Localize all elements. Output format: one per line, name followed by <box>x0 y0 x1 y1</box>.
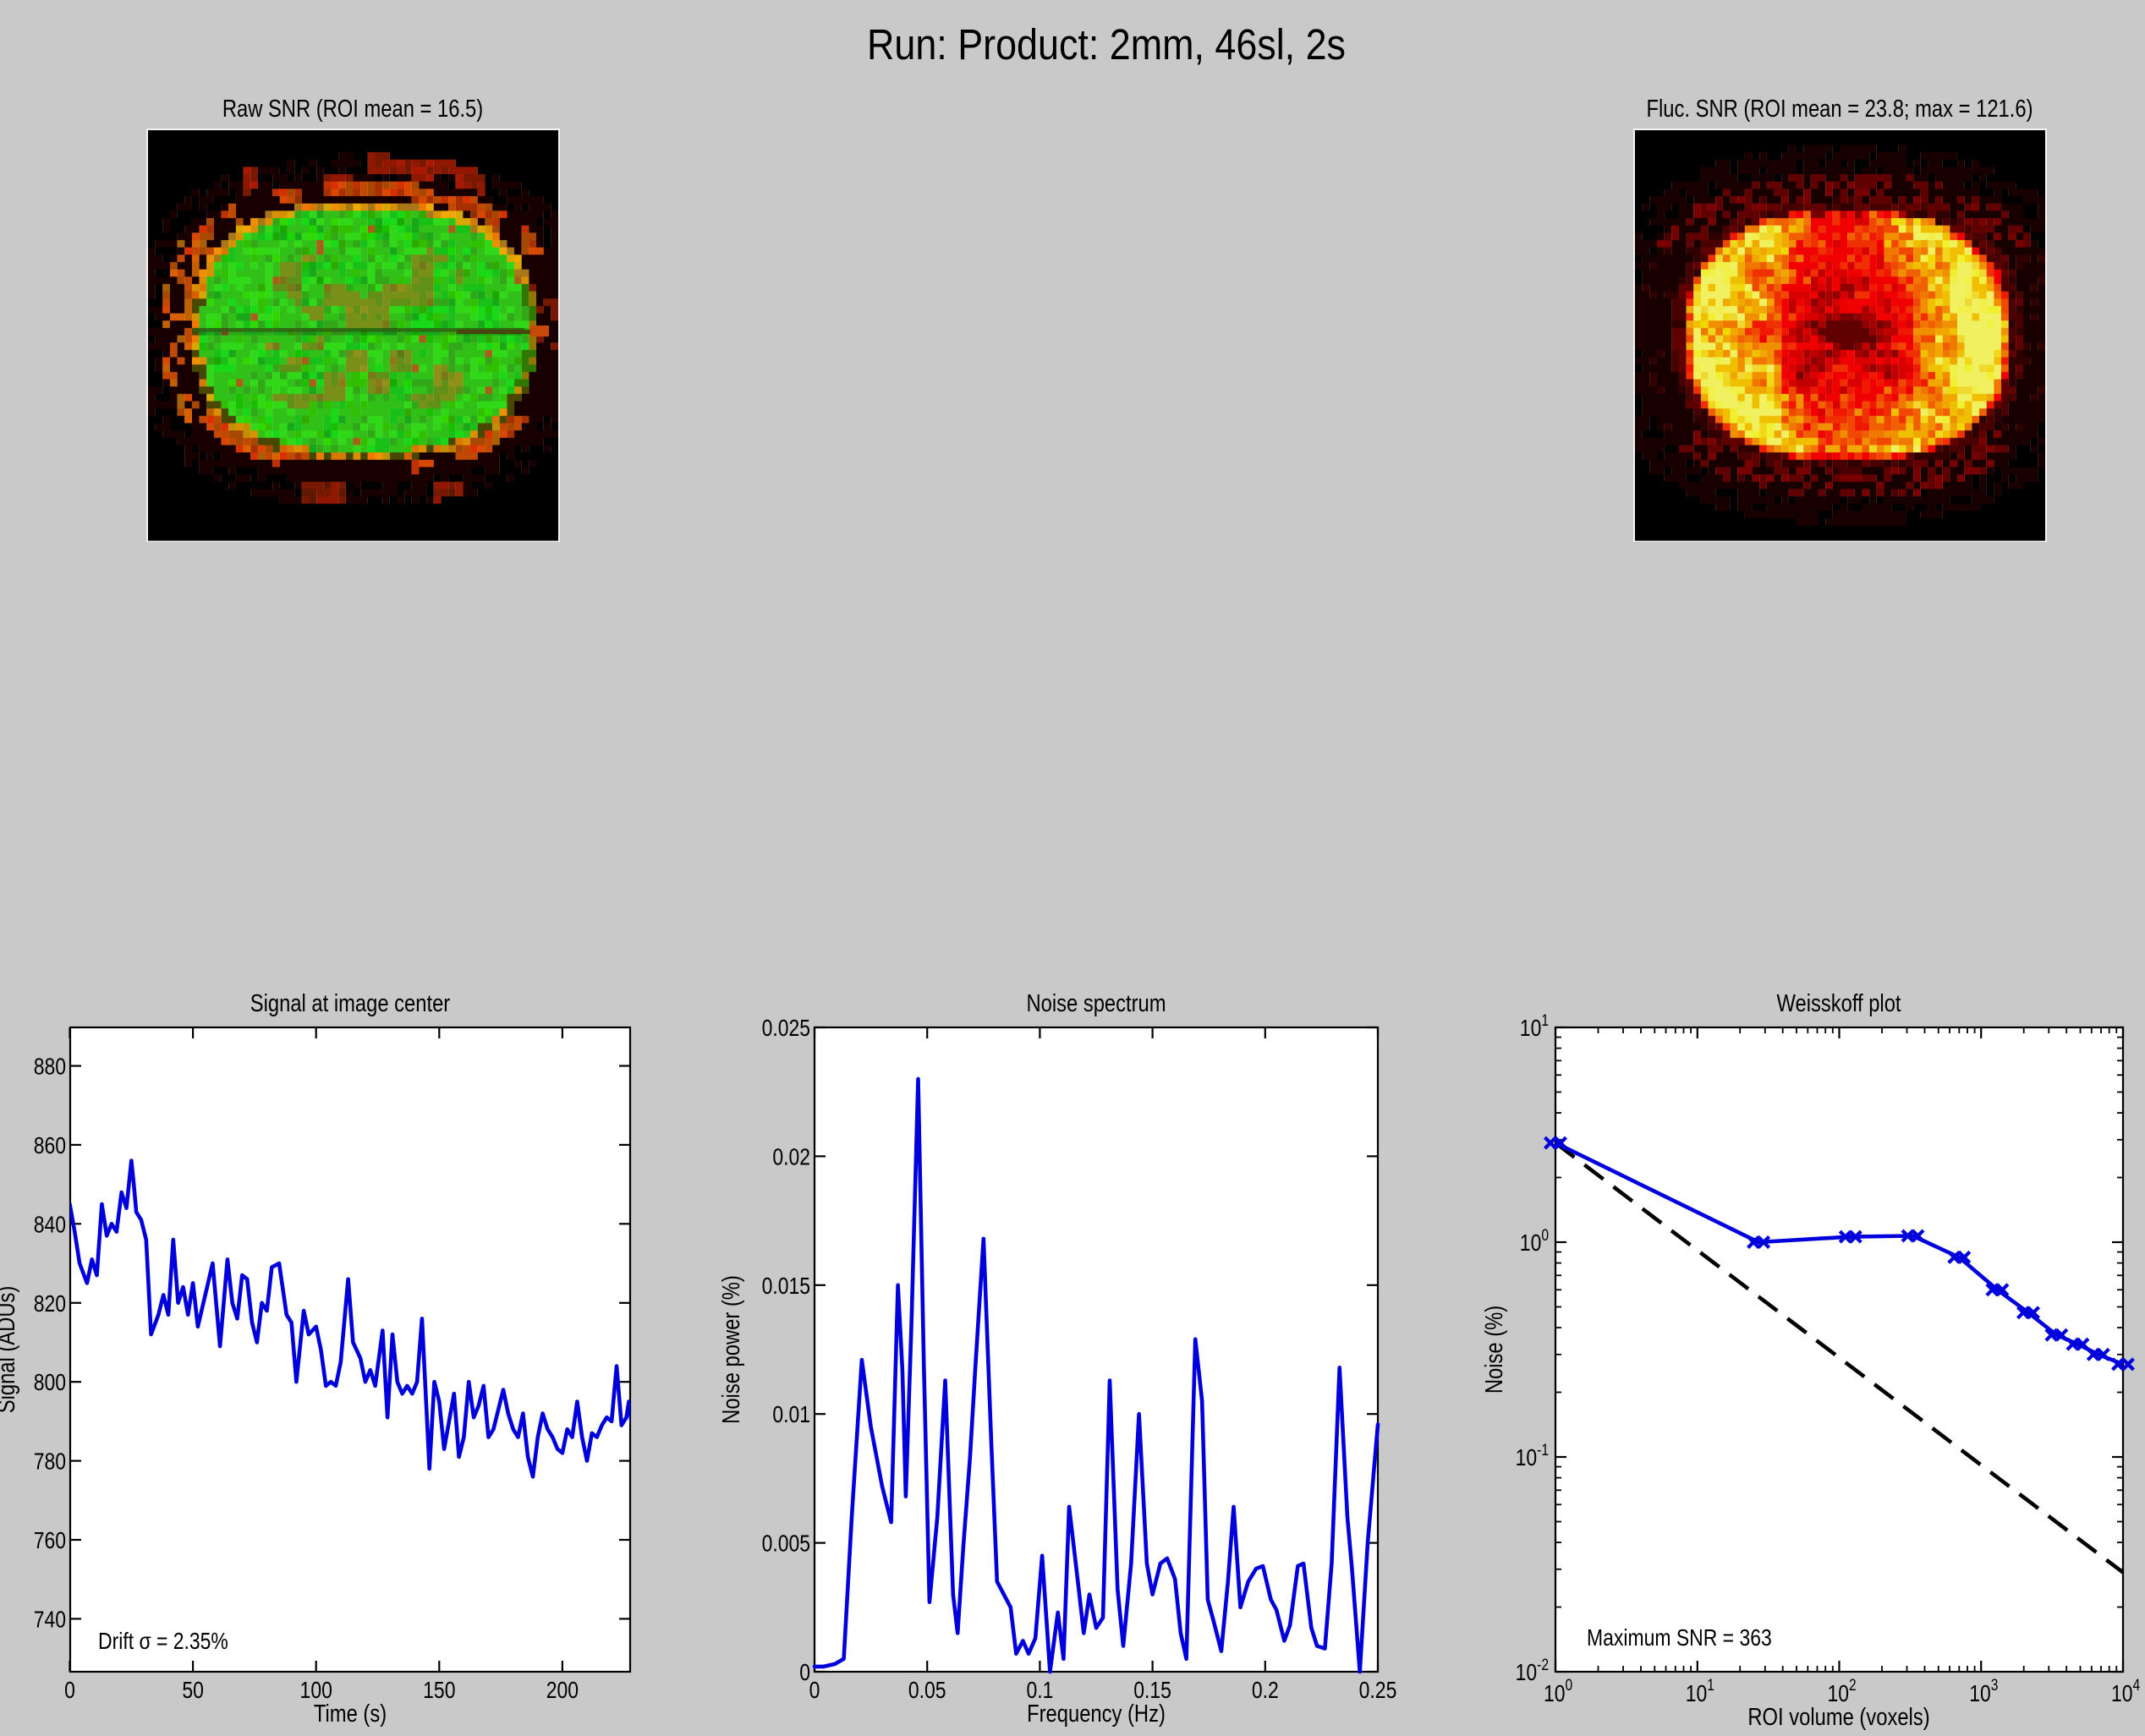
svg-text:0.2: 0.2 <box>1252 1678 1279 1704</box>
svg-text:Run: Product: 2mm, 46sl, 2s: Run: Product: 2mm, 46sl, 2s <box>867 21 1346 68</box>
svg-text:Noise power (%): Noise power (%) <box>717 1275 745 1424</box>
svg-text:0.25: 0.25 <box>1359 1678 1397 1704</box>
svg-text:Frequency (Hz): Frequency (Hz) <box>1027 1700 1166 1728</box>
svg-text:860: 860 <box>34 1133 66 1159</box>
svg-text:Drift σ = 2.35%: Drift σ = 2.35% <box>98 1629 228 1655</box>
svg-text:Maximum SNR = 363: Maximum SNR = 363 <box>1587 1625 1772 1651</box>
svg-text:50: 50 <box>182 1678 204 1704</box>
svg-text:Noise (%): Noise (%) <box>1480 1306 1508 1394</box>
svg-text:Signal (ADUs): Signal (ADUs) <box>0 1286 20 1414</box>
svg-text:0.15: 0.15 <box>1133 1678 1171 1704</box>
svg-text:100: 100 <box>300 1678 332 1704</box>
svg-text:780: 780 <box>34 1449 66 1476</box>
svg-text:0.025: 0.025 <box>762 1016 810 1042</box>
svg-text:0.015: 0.015 <box>762 1273 810 1300</box>
svg-text:200: 200 <box>546 1678 579 1704</box>
svg-text:150: 150 <box>423 1678 455 1704</box>
svg-text:Raw SNR (ROI mean = 16.5): Raw SNR (ROI mean = 16.5) <box>222 95 483 123</box>
svg-text:Noise spectrum: Noise spectrum <box>1026 989 1166 1017</box>
svg-text:0.1: 0.1 <box>1026 1678 1053 1704</box>
svg-text:760: 760 <box>34 1528 66 1554</box>
svg-text:0.005: 0.005 <box>762 1531 810 1558</box>
svg-text:0.01: 0.01 <box>772 1402 810 1428</box>
svg-text:840: 840 <box>34 1212 66 1238</box>
svg-text:0: 0 <box>799 1660 810 1686</box>
svg-text:0.05: 0.05 <box>908 1678 946 1704</box>
svg-text:740: 740 <box>34 1607 66 1633</box>
svg-text:Signal at image center: Signal at image center <box>250 989 451 1017</box>
svg-text:800: 800 <box>34 1370 66 1396</box>
svg-text:Fluc. SNR (ROI mean = 23.8; ma: Fluc. SNR (ROI mean = 23.8; max = 121.6) <box>1647 95 2033 123</box>
svg-text:880: 880 <box>34 1054 66 1080</box>
svg-text:0: 0 <box>809 1678 820 1704</box>
svg-text:Weisskoff plot: Weisskoff plot <box>1776 989 1901 1017</box>
svg-text:0.02: 0.02 <box>772 1144 810 1170</box>
svg-text:Time (s): Time (s) <box>314 1700 387 1728</box>
svg-text:820: 820 <box>34 1291 66 1317</box>
svg-text:0: 0 <box>64 1678 75 1704</box>
svg-text:ROI volume (voxels): ROI volume (voxels) <box>1747 1703 1929 1731</box>
